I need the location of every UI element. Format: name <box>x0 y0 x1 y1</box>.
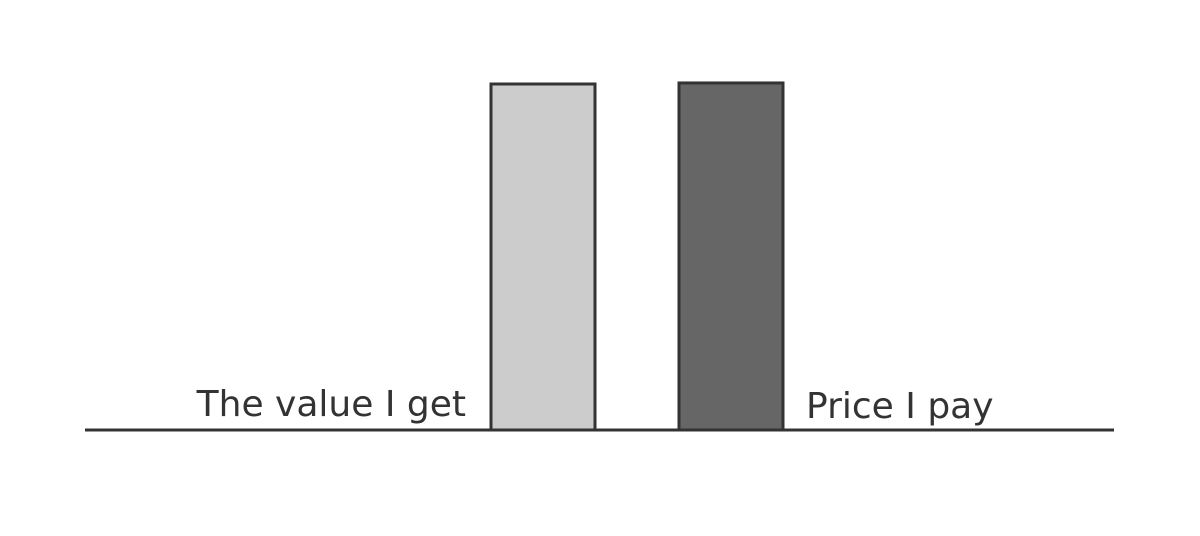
category-label-value: The value I get <box>196 384 466 425</box>
bar-value-i-get <box>489 82 597 432</box>
bar-price-i-pay <box>677 81 785 432</box>
category-label-price: Price I pay <box>806 386 994 427</box>
